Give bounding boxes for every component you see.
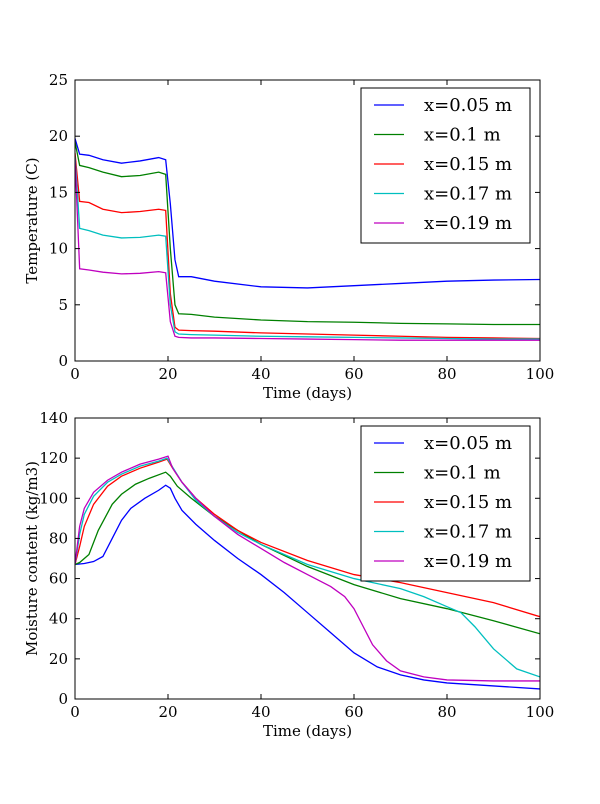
- chart-1-xtick-label-2: 40: [251, 703, 270, 721]
- chart-1-legend-label-4: x=0.19 m: [424, 551, 512, 572]
- chart-0-xlabel: Time (days): [263, 384, 352, 402]
- chart-1-plot-frame: [74, 417, 541, 700]
- chart-0-legend-box: [360, 87, 531, 244]
- chart-0-legend-label-4: x=0.19 m: [424, 213, 512, 234]
- chart-0-series-line-3: [75, 156, 540, 340]
- chart-1-ylabel: Moisture content (kg/m3): [23, 461, 41, 656]
- chart-0-series-line-1: [75, 141, 540, 326]
- chart-0-xtick-label-3: 60: [344, 365, 363, 383]
- chart-0-ytick-label-3: 15: [49, 183, 68, 201]
- chart-1-series-line-0: [75, 484, 540, 690]
- chart-1-ytick-label-7: 140: [39, 409, 68, 427]
- chart-1-ytick-label-5: 100: [39, 489, 68, 507]
- chart-1-legend-label-3: x=0.17 m: [424, 522, 512, 543]
- chart-0-xtick-label-5: 100: [526, 365, 555, 383]
- chart-1-legend-label-1: x=0.1 m: [424, 463, 501, 484]
- chart-0-ytick-label-5: 25: [49, 71, 68, 89]
- chart-0-series-line-2: [75, 152, 540, 340]
- chart-0-legend-label-1: x=0.1 m: [424, 125, 501, 146]
- chart-1-ytick-label-2: 40: [49, 610, 68, 628]
- chart-0-legend-label-3: x=0.17 m: [424, 184, 512, 205]
- chart-1-xtick-label-5: 100: [526, 703, 555, 721]
- chart-1-legend-label-2: x=0.15 m: [424, 492, 512, 513]
- chart-0-legend-label-0: x=0.05 m: [424, 95, 512, 116]
- chart-0-ytick-label-4: 20: [49, 127, 68, 145]
- chart-0-ylabel: Temperature (C): [23, 157, 41, 283]
- chart-1-xtick-label-4: 80: [437, 703, 456, 721]
- chart-1-ytick-label-0: 0: [58, 690, 68, 708]
- chart-0-series-line-0: [75, 138, 540, 289]
- chart-1-ytick-label-1: 20: [49, 650, 68, 668]
- chart-1-series-line-4: [75, 455, 540, 682]
- chart-1-xlabel: Time (days): [263, 722, 352, 740]
- chart-0-plot-frame: [74, 79, 541, 362]
- chart-0-xtick-label-0: 0: [70, 365, 80, 383]
- chart-1-xtick-label-3: 60: [344, 703, 363, 721]
- chart-1-xtick-label-1: 20: [158, 703, 177, 721]
- chart-1-legend: x=0.05 m x=0.1 m x=0.15 m x=0.17 m x=0.19 m: [360, 425, 531, 582]
- chart-0-ytick-label-2: 10: [49, 240, 68, 258]
- chart-1-legend-label-0: x=0.05 m: [424, 433, 512, 454]
- chart-0-legend-label-2: x=0.15 m: [424, 154, 512, 175]
- chart-0-legend: x=0.05 m x=0.1 m x=0.15 m x=0.17 m x=0.19 m: [360, 87, 531, 244]
- chart-1-ytick-label-3: 60: [49, 570, 68, 588]
- chart-0-xtick-label-4: 80: [437, 365, 456, 383]
- chart-0-temperature: 0 20 40 60 80 100 0 5 10 15 20 25 Time (days) Tempera…: [23, 71, 554, 402]
- chart-1-ytick-label-6: 120: [39, 449, 68, 467]
- chart-0-xtick-label-1: 20: [158, 365, 177, 383]
- chart-0-series-line-4: [75, 158, 540, 341]
- chart-1-moisture: 0 20 40 60 80 100 0 20 40 60 80 100 120 140 Time (days…: [23, 409, 554, 740]
- chart-0-ytick-label-0: 0: [58, 352, 68, 370]
- chart-1-xtick-label-0: 0: [70, 703, 80, 721]
- chart-1-ytick-label-4: 80: [49, 529, 68, 547]
- chart-1-series-line-1: [75, 471, 540, 635]
- chart-1-legend-box: [360, 425, 531, 582]
- chart-0-ytick-label-1: 5: [58, 296, 68, 314]
- chart-0-xtick-label-2: 40: [251, 365, 270, 383]
